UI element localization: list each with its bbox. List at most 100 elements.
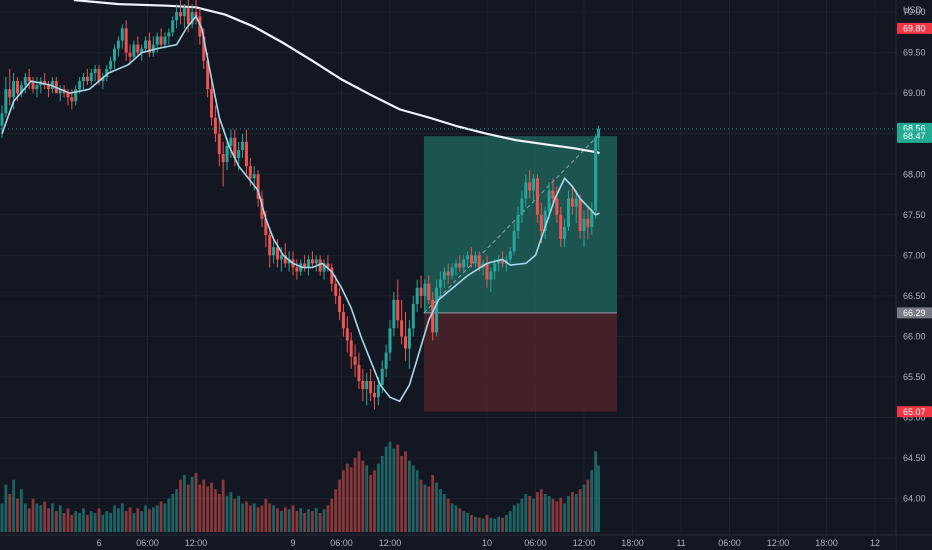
time-tick-label: 06:00 — [718, 538, 741, 548]
volume-bar — [66, 508, 70, 532]
candle-body — [202, 36, 206, 61]
candle-body — [283, 255, 287, 264]
volume-bar — [27, 508, 31, 532]
volume-bar — [78, 513, 81, 532]
candle-body — [8, 89, 12, 98]
volume-bar — [594, 451, 598, 532]
volume-bar — [186, 484, 190, 532]
volume-bar — [128, 507, 132, 532]
candle — [116, 36, 120, 57]
candle — [392, 291, 396, 337]
candle-body — [427, 283, 431, 300]
volume-bar — [400, 456, 404, 532]
candle-body — [31, 81, 35, 90]
volume-bar — [163, 503, 167, 532]
candle — [427, 275, 431, 304]
candle-body — [163, 36, 167, 45]
candle-body — [415, 287, 419, 304]
volume-bar — [376, 463, 380, 532]
candle — [151, 36, 155, 57]
candle — [225, 137, 229, 171]
candle — [357, 352, 361, 390]
candle-body — [501, 259, 505, 264]
candle — [388, 320, 392, 361]
candle-body — [423, 283, 427, 296]
candle-body — [535, 178, 539, 215]
volume-bar — [497, 516, 501, 532]
volume-bar — [23, 503, 27, 532]
candle — [241, 133, 245, 159]
candle-body — [210, 89, 214, 118]
candle-body — [330, 267, 334, 284]
volume-bar — [97, 508, 101, 532]
volume-bar — [501, 517, 504, 532]
volume-bar — [415, 470, 419, 532]
candle-body — [260, 198, 264, 219]
volume-bar — [229, 492, 233, 532]
candle-body — [326, 263, 330, 268]
candle — [93, 64, 97, 82]
candle — [295, 259, 299, 280]
time-tick-label: 12:00 — [767, 538, 790, 548]
candle-body — [97, 68, 101, 82]
candle-body — [388, 328, 392, 353]
volume-bar — [567, 495, 570, 532]
volume-bar — [586, 479, 590, 532]
candle — [469, 247, 473, 268]
long-position-tool[interactable] — [423, 135, 617, 412]
candle-body — [493, 263, 497, 272]
candle — [318, 255, 322, 276]
candle-body — [70, 97, 74, 102]
candle-body — [182, 8, 186, 17]
candle — [35, 77, 39, 98]
volume-bar — [473, 516, 477, 532]
candle-body — [303, 263, 307, 268]
candle-body — [225, 145, 229, 163]
volume-bar — [470, 514, 473, 532]
candle — [365, 372, 369, 406]
volume-bar — [113, 505, 116, 532]
volume-bar — [528, 495, 532, 532]
volume-bar — [179, 479, 182, 532]
volume-bars — [0, 441, 600, 532]
volume-bar — [462, 511, 466, 532]
volume-bar — [190, 476, 194, 532]
candle — [167, 28, 171, 45]
volume-bar — [419, 479, 423, 532]
price-axis-background[interactable] — [896, 0, 932, 550]
candle-body — [159, 36, 163, 45]
candle-body — [528, 182, 532, 191]
candle-body — [167, 32, 171, 37]
candle-body — [147, 40, 151, 53]
volume-bar — [74, 511, 78, 532]
candle — [221, 141, 225, 187]
time-tick-label: 06:00 — [330, 538, 353, 548]
candle-body — [446, 271, 450, 276]
time-axis-background[interactable] — [0, 535, 896, 550]
candle — [547, 182, 551, 219]
volume-bar — [54, 511, 58, 532]
candle-body — [89, 72, 93, 82]
candle — [120, 24, 124, 49]
candle — [516, 206, 520, 240]
candle — [210, 77, 214, 126]
price-tag-background — [897, 307, 932, 319]
candle-body — [4, 89, 8, 114]
candle — [314, 255, 318, 272]
volume-bar — [326, 505, 330, 532]
candle — [89, 68, 93, 86]
candle — [462, 255, 466, 272]
volume-bar — [439, 489, 442, 532]
candle-body — [547, 190, 551, 211]
volume-bar — [268, 503, 272, 532]
volume-bar — [198, 484, 202, 532]
candle-body — [349, 340, 353, 357]
candle — [372, 380, 376, 410]
price-tag-label: 68.56 — [903, 123, 926, 133]
candle-body — [520, 198, 524, 215]
candle — [345, 316, 349, 353]
candle — [47, 81, 51, 98]
volume-bar — [508, 511, 512, 532]
time-tick-label: 12:00 — [573, 538, 596, 548]
